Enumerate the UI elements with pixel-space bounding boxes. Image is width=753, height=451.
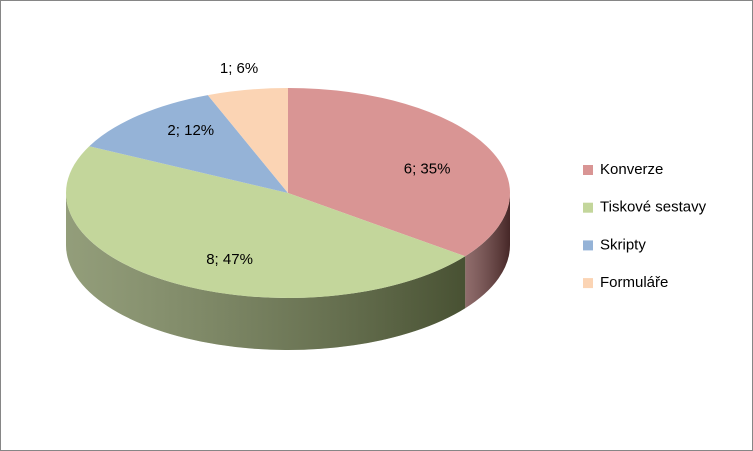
data-label: 8; 47% bbox=[206, 251, 253, 268]
data-label: 6; 35% bbox=[404, 161, 451, 178]
pie-tops bbox=[65, 88, 511, 299]
legend-swatch bbox=[583, 202, 593, 213]
slice bbox=[89, 95, 289, 193]
pie-sides bbox=[65, 193, 510, 351]
data-labels: 6; 35% 8; 47% 2; 12% 1; 6% bbox=[167, 60, 450, 268]
slice-side-shade bbox=[65, 193, 466, 351]
legend-swatch bbox=[583, 278, 593, 289]
slice bbox=[65, 146, 466, 299]
legend-label: Formuláře bbox=[600, 274, 668, 291]
legend-swatch bbox=[583, 165, 593, 175]
data-label: 2; 12% bbox=[167, 122, 214, 139]
slice bbox=[207, 88, 288, 193]
slice bbox=[288, 88, 511, 257]
data-label: 1; 6% bbox=[220, 60, 258, 77]
legend-label: Skripty bbox=[600, 236, 646, 253]
legend-label: Konverze bbox=[600, 161, 663, 178]
legend-label: Tiskové sestavy bbox=[600, 199, 707, 216]
legend: Konverze Tiskové sestavy Skripty Formuláře bbox=[583, 161, 707, 291]
slice-side-shade bbox=[465, 193, 510, 309]
legend-swatch bbox=[583, 240, 593, 251]
